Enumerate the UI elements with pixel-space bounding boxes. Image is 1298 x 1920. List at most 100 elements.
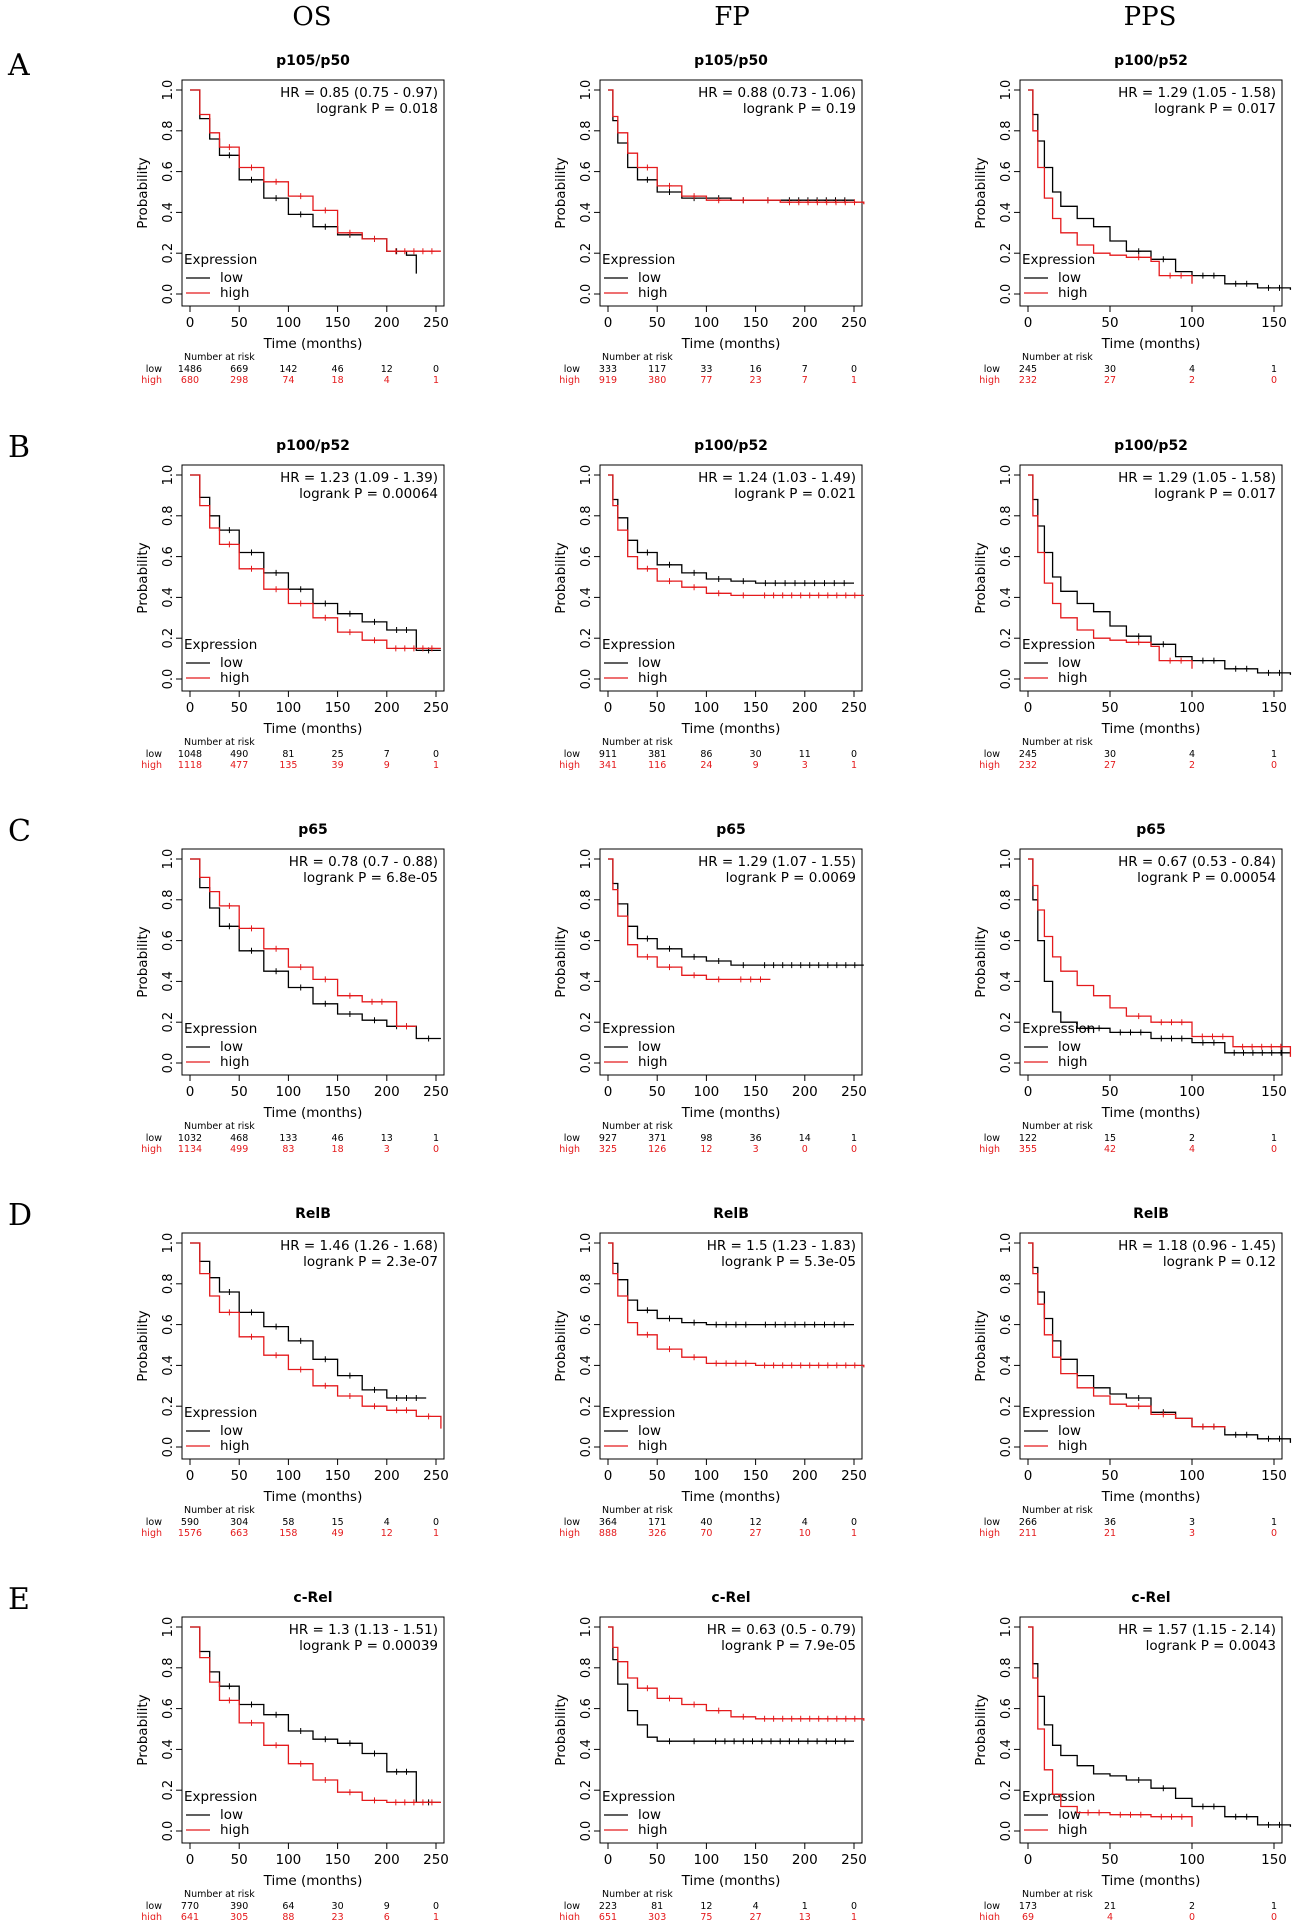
censor-mark-low	[759, 1738, 765, 1745]
risk-value-high: 39	[332, 760, 344, 771]
y-tick-label: 1.0	[161, 849, 176, 870]
risk-value-high: 919	[599, 375, 617, 386]
y-tick-label: 0.2	[161, 628, 176, 649]
censor-mark-high	[691, 584, 697, 591]
censor-mark-low	[825, 962, 831, 969]
censor-mark-low	[843, 962, 849, 969]
censor-mark-high	[644, 164, 650, 171]
censor-mark-low	[1250, 1049, 1256, 1056]
censor-mark-low	[372, 1017, 377, 1024]
y-tick-label: 0.4	[999, 1739, 1014, 1760]
legend-label-high: high	[1058, 670, 1087, 686]
km-panel-c-pps: p65 HR = 0.67 (0.53 - 0.84)logrank P = 0.…	[973, 822, 1292, 1155]
censor-mark-high	[825, 592, 831, 599]
risk-value-high: 0	[433, 1144, 439, 1155]
x-tick-label: 50	[1101, 1468, 1118, 1484]
y-tick-label: 0.4	[579, 587, 594, 608]
x-tick-label: 0	[186, 1468, 195, 1484]
censor-mark-high	[298, 1760, 304, 1767]
censor-mark-low	[226, 527, 232, 534]
legend-title: Expression	[1022, 1789, 1095, 1805]
censor-mark-high	[796, 199, 802, 206]
censor-mark-high	[852, 592, 858, 599]
y-axis-label: Probability	[973, 157, 989, 228]
censor-mark-low	[273, 569, 279, 576]
risk-value-low: 7	[384, 749, 390, 760]
x-tick-label: 0	[604, 315, 613, 331]
legend-title: Expression	[1022, 637, 1095, 653]
y-tick-label: 0.8	[579, 120, 594, 141]
y-axis-label: Probability	[553, 157, 569, 228]
y-tick-label: 0.0	[161, 1437, 176, 1458]
censor-mark-high	[298, 193, 304, 200]
risk-value-low: 15	[332, 1517, 344, 1528]
km-panel-c-os: p65 HR = 0.78 (0.7 - 0.88)logrank P = 6.8…	[135, 822, 449, 1155]
legend-label-low: low	[638, 655, 661, 671]
y-tick-label: 1.0	[161, 1617, 176, 1638]
risk-table-title: Number at risk	[602, 737, 673, 748]
legend-title: Expression	[1022, 252, 1095, 268]
km-panel-a-pps: p100/p52 HR = 1.29 (1.05 - 1.58)logrank P…	[973, 53, 1292, 386]
censor-mark-high	[743, 1360, 749, 1367]
censor-mark-low	[1200, 1039, 1206, 1046]
censor-mark-low	[831, 580, 837, 587]
censor-mark-high	[1178, 272, 1184, 279]
x-tick-label: 200	[792, 1852, 818, 1868]
censor-mark-low	[644, 549, 650, 556]
risk-value-high: 1118	[178, 760, 202, 771]
censor-mark-low	[802, 1321, 808, 1328]
censor-mark-low	[322, 1356, 328, 1363]
risk-value-low: 133	[279, 1133, 297, 1144]
risk-row-label-low: low	[146, 1133, 162, 1144]
risk-value-low: 7	[802, 364, 808, 375]
x-tick-label: 50	[1101, 700, 1118, 716]
risk-value-high: 232	[1019, 760, 1037, 771]
risk-value-high: 1	[433, 1912, 439, 1920]
x-axis-label: Time (months)	[681, 1873, 781, 1889]
censor-mark-high	[322, 614, 328, 621]
risk-value-low: 122	[1019, 1133, 1037, 1144]
censor-mark-high	[691, 1701, 697, 1708]
y-tick-label: 0.6	[999, 1314, 1014, 1335]
censor-mark-high	[420, 248, 426, 255]
censor-mark-low	[413, 1395, 419, 1401]
y-tick-label: 0.0	[161, 669, 176, 690]
x-tick-label: 0	[186, 315, 195, 331]
censor-mark-low	[740, 962, 746, 969]
plot-frame	[1019, 848, 1283, 1076]
x-tick-label: 50	[649, 315, 666, 331]
risk-table-title: Number at risk	[1022, 1505, 1093, 1516]
censor-mark-low	[347, 1011, 353, 1017]
censor-mark-high	[372, 235, 377, 242]
censor-mark-low	[1277, 669, 1282, 676]
logrank-text: logrank P = 0.19	[743, 101, 856, 117]
row-label-a: A	[8, 48, 30, 83]
censor-mark-low	[644, 935, 650, 942]
legend-title: Expression	[184, 1405, 257, 1421]
censor-mark-low	[796, 1738, 802, 1745]
km-panel-b-pps: p100/p52 HR = 1.29 (1.05 - 1.58)logrank P…	[973, 438, 1292, 771]
risk-value-low: 390	[230, 1901, 248, 1912]
censor-mark-high	[644, 1685, 650, 1692]
logrank-text: logrank P = 0.12	[1163, 1254, 1276, 1270]
panel-title: RelB	[713, 1206, 749, 1222]
censor-mark-high	[667, 1695, 672, 1702]
risk-value-low: 468	[230, 1133, 248, 1144]
x-tick-label: 100	[694, 1084, 720, 1100]
hazard-ratio-text: HR = 1.46 (1.26 - 1.68)	[280, 1238, 438, 1254]
plot-frame	[181, 1616, 445, 1844]
censor-mark-high	[411, 645, 417, 652]
censor-mark-high	[322, 207, 328, 214]
y-tick-label: 0.0	[161, 1821, 176, 1842]
censor-mark-high	[762, 592, 768, 599]
censor-mark-low	[667, 945, 672, 952]
y-tick-label: 0.4	[579, 971, 594, 992]
risk-value-high: 158	[279, 1528, 297, 1539]
km-curve-low	[608, 858, 864, 966]
risk-value-low: 0	[851, 1901, 857, 1912]
legend-title: Expression	[184, 1789, 257, 1805]
x-tick-label: 250	[841, 1852, 867, 1868]
risk-value-high: 477	[230, 760, 248, 771]
x-tick-label: 50	[1101, 1084, 1118, 1100]
